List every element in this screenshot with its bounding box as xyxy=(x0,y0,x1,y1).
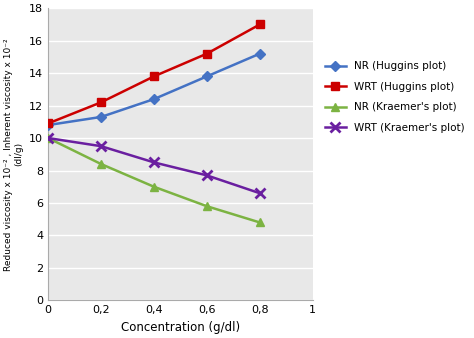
WRT (Kraemer's plot) xyxy=(151,161,157,165)
WRT (Huggins plot) xyxy=(151,74,157,78)
Line: NR (Huggins plot): NR (Huggins plot) xyxy=(45,50,264,128)
NR (Kraemer's plot) xyxy=(151,185,157,189)
X-axis label: Concentration (g/dl): Concentration (g/dl) xyxy=(121,321,240,334)
NR (Huggins plot) xyxy=(45,123,51,127)
WRT (Huggins plot) xyxy=(45,121,51,125)
NR (Kraemer's plot) xyxy=(45,136,51,140)
NR (Kraemer's plot) xyxy=(204,204,210,208)
WRT (Kraemer's plot) xyxy=(204,173,210,177)
NR (Huggins plot) xyxy=(257,52,263,56)
Y-axis label: Reduced viscosity x 10⁻² , Inherent viscosity x 10⁻²
(dl/g): Reduced viscosity x 10⁻² , Inherent visc… xyxy=(4,38,24,271)
WRT (Kraemer's plot) xyxy=(257,191,263,195)
WRT (Huggins plot) xyxy=(98,100,104,104)
NR (Huggins plot) xyxy=(151,97,157,101)
Line: WRT (Kraemer's plot): WRT (Kraemer's plot) xyxy=(43,133,265,198)
NR (Kraemer's plot) xyxy=(257,220,263,224)
WRT (Kraemer's plot) xyxy=(45,136,51,140)
NR (Huggins plot) xyxy=(204,74,210,78)
Line: WRT (Huggins plot): WRT (Huggins plot) xyxy=(44,20,264,128)
WRT (Huggins plot) xyxy=(257,22,263,26)
WRT (Huggins plot) xyxy=(204,52,210,56)
Line: NR (Kraemer's plot): NR (Kraemer's plot) xyxy=(44,134,264,227)
Legend: NR (Huggins plot), WRT (Huggins plot), NR (Kraemer's plot), WRT (Kraemer's plot): NR (Huggins plot), WRT (Huggins plot), N… xyxy=(321,57,469,137)
NR (Huggins plot) xyxy=(98,115,104,119)
WRT (Kraemer's plot) xyxy=(98,144,104,148)
NR (Kraemer's plot) xyxy=(98,162,104,166)
